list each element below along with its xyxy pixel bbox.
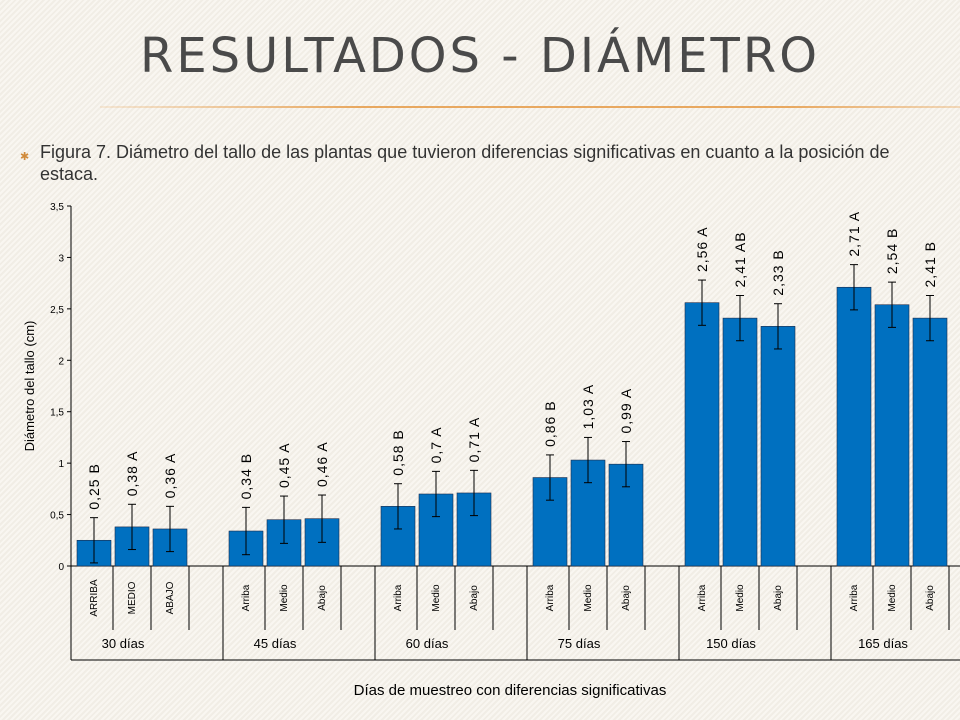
- bar-chart: 0 0,5 1 1,5 2 2,5 3 3,5 Diámetro del tallo (cm) 3…: [22, 202, 960, 699]
- data-label: 0,46 A: [314, 441, 330, 487]
- group-label: 165 días: [858, 636, 908, 651]
- category-label: Abajo: [317, 585, 328, 611]
- x-axis-label: Días de muestreo con diferencias signifi…: [354, 682, 667, 699]
- data-label: 0,38 A: [124, 451, 140, 497]
- category-label: MEDIO: [127, 581, 138, 614]
- bar: [722, 317, 758, 567]
- y-axis-label: Diámetro del tallo (cm): [22, 321, 37, 452]
- data-label: 0,7 A: [428, 426, 444, 463]
- data-label: 0,99 A: [618, 388, 634, 434]
- category-label: Arriba: [241, 584, 252, 611]
- bullet-marker: ✱: [20, 151, 30, 163]
- y-tick-label: 3,5: [50, 202, 64, 213]
- data-label: 2,71 A: [846, 211, 862, 257]
- data-label: 0,86 B: [542, 400, 558, 446]
- group-label: 30 días: [102, 636, 145, 651]
- data-label: 2,41 B: [922, 241, 938, 287]
- category-label: Abajo: [621, 585, 632, 611]
- data-label: 0,34 B: [238, 453, 254, 499]
- bar: [912, 317, 948, 567]
- category-label: Arriba: [545, 584, 556, 611]
- category-label: ARRIBA: [89, 579, 100, 617]
- data-label: 0,36 A: [162, 453, 178, 499]
- category-label: Medio: [431, 584, 442, 612]
- group-label: 150 días: [706, 636, 756, 651]
- data-label: 0,45 A: [276, 442, 292, 488]
- y-tick-label: 1,5: [50, 408, 64, 419]
- y-tick-label: 2,5: [50, 305, 64, 316]
- data-label: 0,58 B: [390, 429, 406, 475]
- category-label: Arriba: [393, 584, 404, 611]
- y-tick-label: 3: [58, 253, 64, 264]
- data-label: 1,03 A: [580, 384, 596, 430]
- category-label: ABAJO: [165, 581, 176, 614]
- category-label: Arriba: [697, 584, 708, 611]
- bar: [874, 304, 910, 567]
- group-label: 60 días: [406, 636, 449, 651]
- group-label: 75 días: [558, 636, 601, 651]
- category-label: Medio: [583, 584, 594, 612]
- data-label: 0,71 A: [466, 417, 482, 463]
- bar: [760, 326, 796, 567]
- bar: [836, 286, 872, 567]
- data-label: 2,33 B: [770, 249, 786, 295]
- data-label: 2,56 A: [694, 226, 710, 272]
- title-divider: [100, 106, 960, 108]
- category-label: Medio: [279, 584, 290, 612]
- data-label: 0,25 B: [86, 463, 102, 509]
- y-tick-label: 1: [58, 459, 64, 470]
- category-label: Abajo: [925, 585, 936, 611]
- category-label: Medio: [887, 584, 898, 612]
- y-tick-label: 2: [58, 356, 64, 367]
- y-tick-label: 0,5: [50, 511, 64, 522]
- data-label: 2,54 B: [884, 228, 900, 274]
- category-label: Abajo: [773, 585, 784, 611]
- group-label: 45 días: [254, 636, 297, 651]
- caption-text: Figura 7. Diámetro del tallo de las plan…: [40, 142, 890, 184]
- data-label: 2,41 AB: [732, 231, 748, 287]
- category-label: Abajo: [469, 585, 480, 611]
- y-tick-label: 0: [58, 562, 64, 573]
- category-label: Arriba: [849, 584, 860, 611]
- slide-title: RESULTADOS - DIÁMETRO: [139, 28, 821, 84]
- category-label: Medio: [735, 584, 746, 612]
- bar: [684, 302, 720, 567]
- figure-caption: ✱ Figura 7. Diámetro del tallo de las pl…: [20, 141, 950, 185]
